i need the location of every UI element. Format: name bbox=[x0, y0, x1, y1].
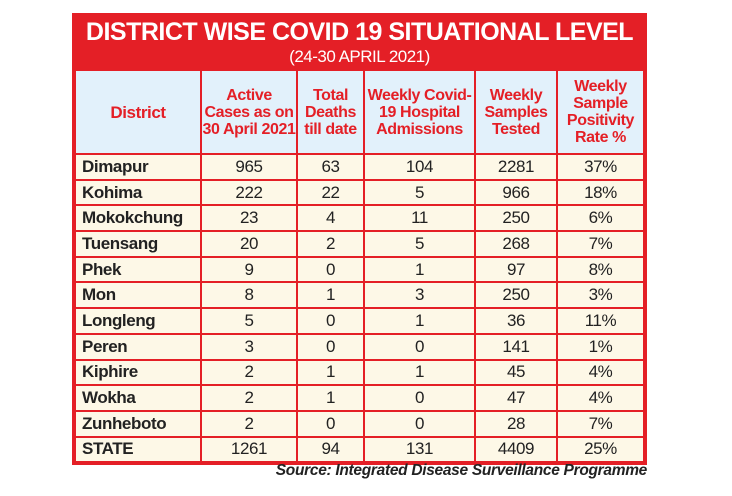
column-header: Weekly Covid-19 Hospital Admissions bbox=[363, 69, 476, 155]
covid-table-graphic: DISTRICT WISE COVID 19 SITUATIONAL LEVEL… bbox=[72, 13, 647, 466]
district-cell: Mokokchung bbox=[74, 204, 202, 233]
district-cell: STATE bbox=[74, 435, 202, 464]
value-cell: 9 bbox=[200, 255, 298, 284]
value-cell: 2 bbox=[200, 409, 298, 438]
table-row: Mokokchung 23 4 11 250 6% bbox=[74, 204, 645, 233]
value-cell: 250 bbox=[474, 204, 558, 233]
source-note: Source: Integrated Disease Surveillance … bbox=[275, 462, 648, 479]
value-cell: 2 bbox=[296, 230, 365, 258]
value-cell: 8 bbox=[200, 281, 298, 310]
table-title: DISTRICT WISE COVID 19 SITUATIONAL LEVEL bbox=[85, 18, 634, 46]
value-cell: 23 bbox=[200, 204, 298, 233]
value-cell: 47 bbox=[474, 384, 558, 412]
table-row: Zunheboto 2 0 0 28 7% bbox=[74, 409, 645, 438]
value-cell: 1 bbox=[363, 255, 476, 284]
table-row: Kiphire 2 1 1 45 4% bbox=[74, 358, 645, 387]
value-cell: 22 bbox=[296, 178, 365, 207]
table-row: Mon 8 1 3 250 3% bbox=[74, 281, 645, 310]
value-cell: 4 bbox=[296, 204, 365, 233]
value-cell: 3% bbox=[556, 281, 645, 310]
district-cell: Zunheboto bbox=[74, 409, 202, 438]
value-cell: 20 bbox=[200, 230, 298, 258]
value-cell: 2 bbox=[200, 384, 298, 412]
value-cell: 104 bbox=[363, 153, 476, 181]
table-row: Peren 3 0 0 141 1% bbox=[74, 332, 645, 361]
header-row: District Active Cases as on 30 April 2021… bbox=[74, 69, 645, 155]
value-cell: 7% bbox=[556, 230, 645, 258]
value-cell: 94 bbox=[296, 435, 365, 464]
value-cell: 0 bbox=[363, 409, 476, 438]
value-cell: 0 bbox=[296, 332, 365, 361]
value-cell: 28 bbox=[474, 409, 558, 438]
value-cell: 2281 bbox=[474, 153, 558, 181]
value-cell: 268 bbox=[474, 230, 558, 258]
value-cell: 8% bbox=[556, 255, 645, 284]
value-cell: 5 bbox=[363, 178, 476, 207]
column-header: Active Cases as on 30 April 2021 bbox=[200, 69, 298, 155]
table-row: Kohima 222 22 5 966 18% bbox=[74, 178, 645, 207]
value-cell: 1261 bbox=[200, 435, 298, 464]
value-cell: 1 bbox=[296, 358, 365, 387]
table-row: Phek 9 0 1 97 8% bbox=[74, 255, 645, 284]
value-cell: 4% bbox=[556, 384, 645, 412]
column-header: Total Deaths till date bbox=[296, 69, 365, 155]
district-cell: Tuensang bbox=[74, 230, 202, 258]
district-cell: Longleng bbox=[74, 307, 202, 335]
district-cell: Phek bbox=[74, 255, 202, 284]
column-header: District bbox=[74, 69, 202, 155]
district-cell: Dimapur bbox=[74, 153, 202, 181]
value-cell: 5 bbox=[200, 307, 298, 335]
district-cell: Wokha bbox=[74, 384, 202, 412]
value-cell: 5 bbox=[363, 230, 476, 258]
value-cell: 0 bbox=[296, 409, 365, 438]
value-cell: 11% bbox=[556, 307, 645, 335]
value-cell: 0 bbox=[363, 384, 476, 412]
value-cell: 18% bbox=[556, 178, 645, 207]
column-header: Weekly Samples Tested bbox=[474, 69, 558, 155]
table-row: Tuensang 20 2 5 268 7% bbox=[74, 230, 645, 258]
value-cell: 222 bbox=[200, 178, 298, 207]
table-row: Wokha 2 1 0 47 4% bbox=[74, 384, 645, 412]
value-cell: 131 bbox=[363, 435, 476, 464]
value-cell: 3 bbox=[200, 332, 298, 361]
value-cell: 25% bbox=[556, 435, 645, 464]
value-cell: 250 bbox=[474, 281, 558, 310]
table-row: Dimapur 965 63 104 2281 37% bbox=[74, 153, 645, 181]
value-cell: 1% bbox=[556, 332, 645, 361]
value-cell: 63 bbox=[296, 153, 365, 181]
value-cell: 97 bbox=[474, 255, 558, 284]
value-cell: 6% bbox=[556, 204, 645, 233]
value-cell: 0 bbox=[363, 332, 476, 361]
value-cell: 1 bbox=[296, 384, 365, 412]
district-cell: Peren bbox=[74, 332, 202, 361]
table-subtitle: (24-30 APRIL 2021) bbox=[289, 47, 430, 66]
value-cell: 36 bbox=[474, 307, 558, 335]
value-cell: 4% bbox=[556, 358, 645, 387]
column-header: Weekly Sample Positivity Rate % bbox=[556, 69, 645, 155]
value-cell: 2 bbox=[200, 358, 298, 387]
value-cell: 965 bbox=[200, 153, 298, 181]
value-cell: 3 bbox=[363, 281, 476, 310]
value-cell: 37% bbox=[556, 153, 645, 181]
total-row: STATE 1261 94 131 4409 25% bbox=[74, 435, 645, 464]
value-cell: 1 bbox=[363, 307, 476, 335]
district-cell: Mon bbox=[74, 281, 202, 310]
value-cell: 966 bbox=[474, 178, 558, 207]
value-cell: 0 bbox=[296, 255, 365, 284]
value-cell: 0 bbox=[296, 307, 365, 335]
value-cell: 7% bbox=[556, 409, 645, 438]
value-cell: 1 bbox=[296, 281, 365, 310]
data-table: District Active Cases as on 30 April 2021… bbox=[74, 69, 645, 464]
district-cell: Kohima bbox=[74, 178, 202, 207]
table-row: Longleng 5 0 1 36 11% bbox=[74, 307, 645, 335]
district-cell: Kiphire bbox=[74, 358, 202, 387]
value-cell: 1 bbox=[363, 358, 476, 387]
value-cell: 141 bbox=[474, 332, 558, 361]
value-cell: 11 bbox=[363, 204, 476, 233]
value-cell: 45 bbox=[474, 358, 558, 387]
value-cell: 4409 bbox=[474, 435, 558, 464]
title-band: DISTRICT WISE COVID 19 SITUATIONAL LEVEL… bbox=[74, 15, 645, 69]
